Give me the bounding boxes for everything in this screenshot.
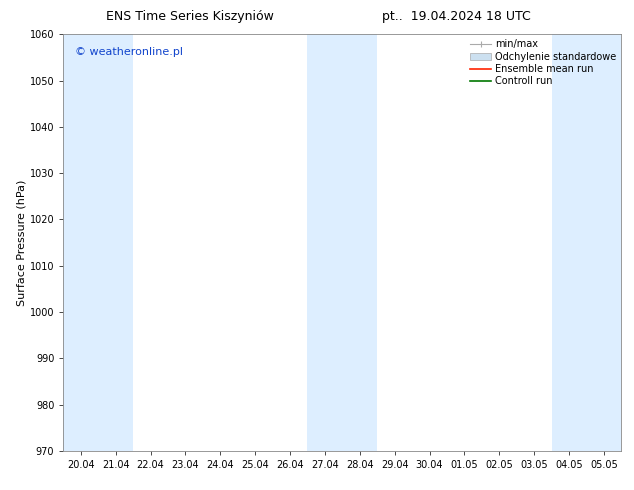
Bar [63,34,98,451]
Y-axis label: Surface Pressure (hPa): Surface Pressure (hPa) [17,179,27,306]
Bar [307,34,342,451]
Text: pt..  19.04.2024 18 UTC: pt.. 19.04.2024 18 UTC [382,10,531,23]
Legend: min/max, Odchylenie standardowe, Ensemble mean run, Controll run: min/max, Odchylenie standardowe, Ensembl… [468,37,618,88]
Text: © weatheronline.pl: © weatheronline.pl [75,47,183,57]
Bar [552,34,586,451]
Bar [586,34,621,451]
Text: ENS Time Series Kiszyniów: ENS Time Series Kiszyniów [107,10,274,23]
Bar [342,34,377,451]
Bar [98,34,133,451]
